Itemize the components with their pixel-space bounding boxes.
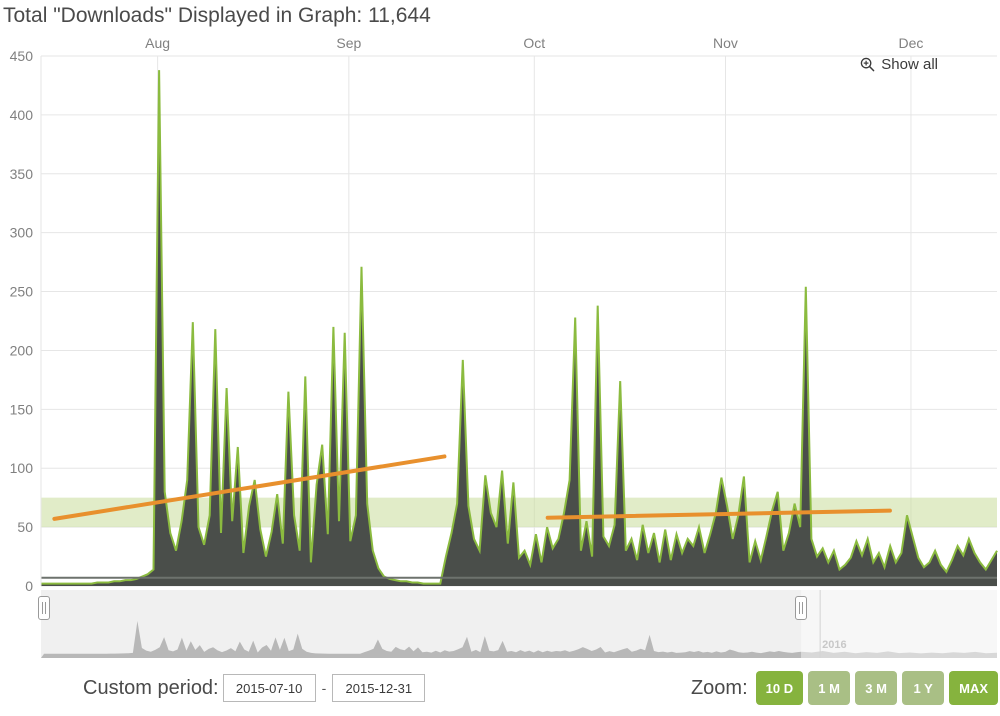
custom-period-label: Custom period: <box>83 677 219 700</box>
page-title: Total "Downloads" Displayed in Graph: 11… <box>3 4 431 28</box>
zoom-button-1m[interactable]: 1 M <box>808 671 850 705</box>
main-chart: 0 50 100 150 200 250 300 350 400 450 Aug Sep Oct Nov D… <box>0 30 1000 600</box>
svg-text:350: 350 <box>10 166 34 182</box>
zoom-button-1y[interactable]: 1 Y <box>902 671 944 705</box>
svg-text:100: 100 <box>10 460 34 476</box>
date-separator: - <box>322 680 327 696</box>
controls-row: Custom period: - Zoom: 10 D1 M3 M1 YMAX <box>0 668 1000 708</box>
show-all-button[interactable]: Show all <box>860 56 938 73</box>
zoom-label: Zoom: <box>691 677 748 700</box>
svg-text:2016: 2016 <box>822 639 846 651</box>
show-all-label: Show all <box>881 56 938 73</box>
svg-text:Nov: Nov <box>713 35 738 51</box>
svg-text:50: 50 <box>17 519 33 535</box>
svg-text:200: 200 <box>10 342 34 358</box>
svg-text:250: 250 <box>10 284 34 300</box>
zoom-button-max[interactable]: MAX <box>949 671 998 705</box>
svg-text:0: 0 <box>25 578 33 594</box>
zoom-button-3m[interactable]: 3 M <box>855 671 897 705</box>
range-scrollbar[interactable]: 2016 <box>41 590 997 658</box>
svg-text:Oct: Oct <box>523 35 545 51</box>
range-handle-left[interactable] <box>38 596 50 620</box>
svg-text:450: 450 <box>10 48 34 64</box>
zoom-button-group: 10 D1 M3 M1 YMAX <box>756 671 998 705</box>
range-handle-right[interactable] <box>795 596 807 620</box>
zoom-in-icon <box>860 57 875 72</box>
svg-text:Dec: Dec <box>899 35 924 51</box>
page-root: Total "Downloads" Displayed in Graph: 11… <box>0 0 1000 716</box>
date-from-input[interactable] <box>223 674 316 702</box>
zoom-button-10d[interactable]: 10 D <box>756 671 803 705</box>
svg-text:Sep: Sep <box>336 35 361 51</box>
chart-svg: 0 50 100 150 200 250 300 350 400 450 Aug Sep Oct Nov D… <box>0 30 1000 600</box>
svg-text:300: 300 <box>10 225 34 241</box>
mini-chart: 2016 <box>41 590 997 658</box>
date-to-input[interactable] <box>332 674 425 702</box>
svg-text:400: 400 <box>10 107 34 123</box>
svg-text:Aug: Aug <box>145 35 170 51</box>
svg-text:150: 150 <box>10 401 34 417</box>
